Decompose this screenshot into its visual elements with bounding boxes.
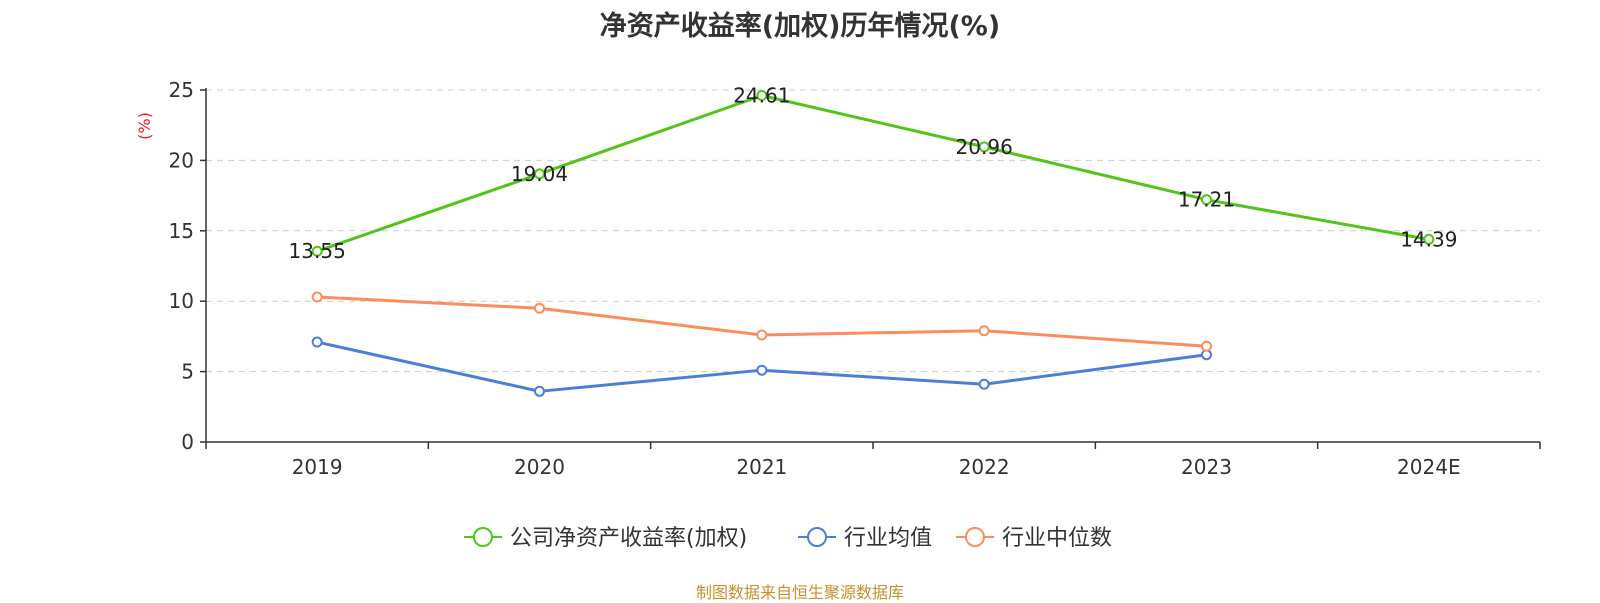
data-label: 13.55	[289, 239, 346, 263]
data-point	[534, 168, 545, 180]
y-tick-label: 25	[169, 78, 194, 102]
data-point	[311, 291, 323, 303]
data-source-note: 制图数据来自恒生聚源数据库	[695, 583, 904, 602]
series-line	[316, 93, 1430, 253]
data-point	[534, 302, 545, 314]
data-label: 20.96	[956, 135, 1013, 159]
x-tick-label: 2019	[292, 455, 343, 479]
y-axis-label: (%)	[135, 112, 154, 140]
chart-title: 净资产收益率(加权)历年情况(%)	[599, 11, 1001, 42]
y-tick-label: 20	[169, 148, 194, 172]
legend-marker	[965, 527, 985, 547]
data-label: 24.61	[733, 83, 790, 107]
data-point	[978, 378, 990, 390]
data-point	[756, 364, 768, 376]
data-label: 14.39	[1400, 227, 1457, 251]
data-point	[978, 141, 990, 153]
data-point	[756, 89, 768, 101]
data-point	[1423, 233, 1435, 245]
legend-marker	[807, 527, 827, 547]
legend-marker	[473, 527, 493, 547]
y-tick-label: 10	[169, 289, 194, 313]
x-tick-label: 2023	[1181, 455, 1232, 479]
legend-label: 公司净资产收益率(加权)	[510, 526, 747, 551]
data-label: 17.21	[1178, 188, 1235, 212]
x-tick-label: 2021	[736, 455, 787, 479]
x-tick-label: 2022	[959, 455, 1010, 479]
data-label: 19.04	[511, 162, 568, 186]
data-point	[311, 336, 323, 348]
legend-label: 行业均值	[844, 526, 932, 551]
data-point	[978, 325, 990, 337]
data-point	[534, 385, 545, 397]
y-tick-label: 0	[181, 430, 194, 454]
y-tick-label: 15	[169, 219, 194, 243]
data-point	[756, 329, 768, 341]
y-tick-label: 5	[181, 360, 194, 384]
data-point	[1201, 194, 1212, 206]
data-point	[1201, 340, 1212, 352]
data-point	[311, 245, 323, 257]
legend-label: 行业中位数	[1002, 526, 1112, 551]
x-tick-label: 2020	[514, 455, 565, 479]
x-tick-label: 2024E	[1397, 455, 1461, 479]
